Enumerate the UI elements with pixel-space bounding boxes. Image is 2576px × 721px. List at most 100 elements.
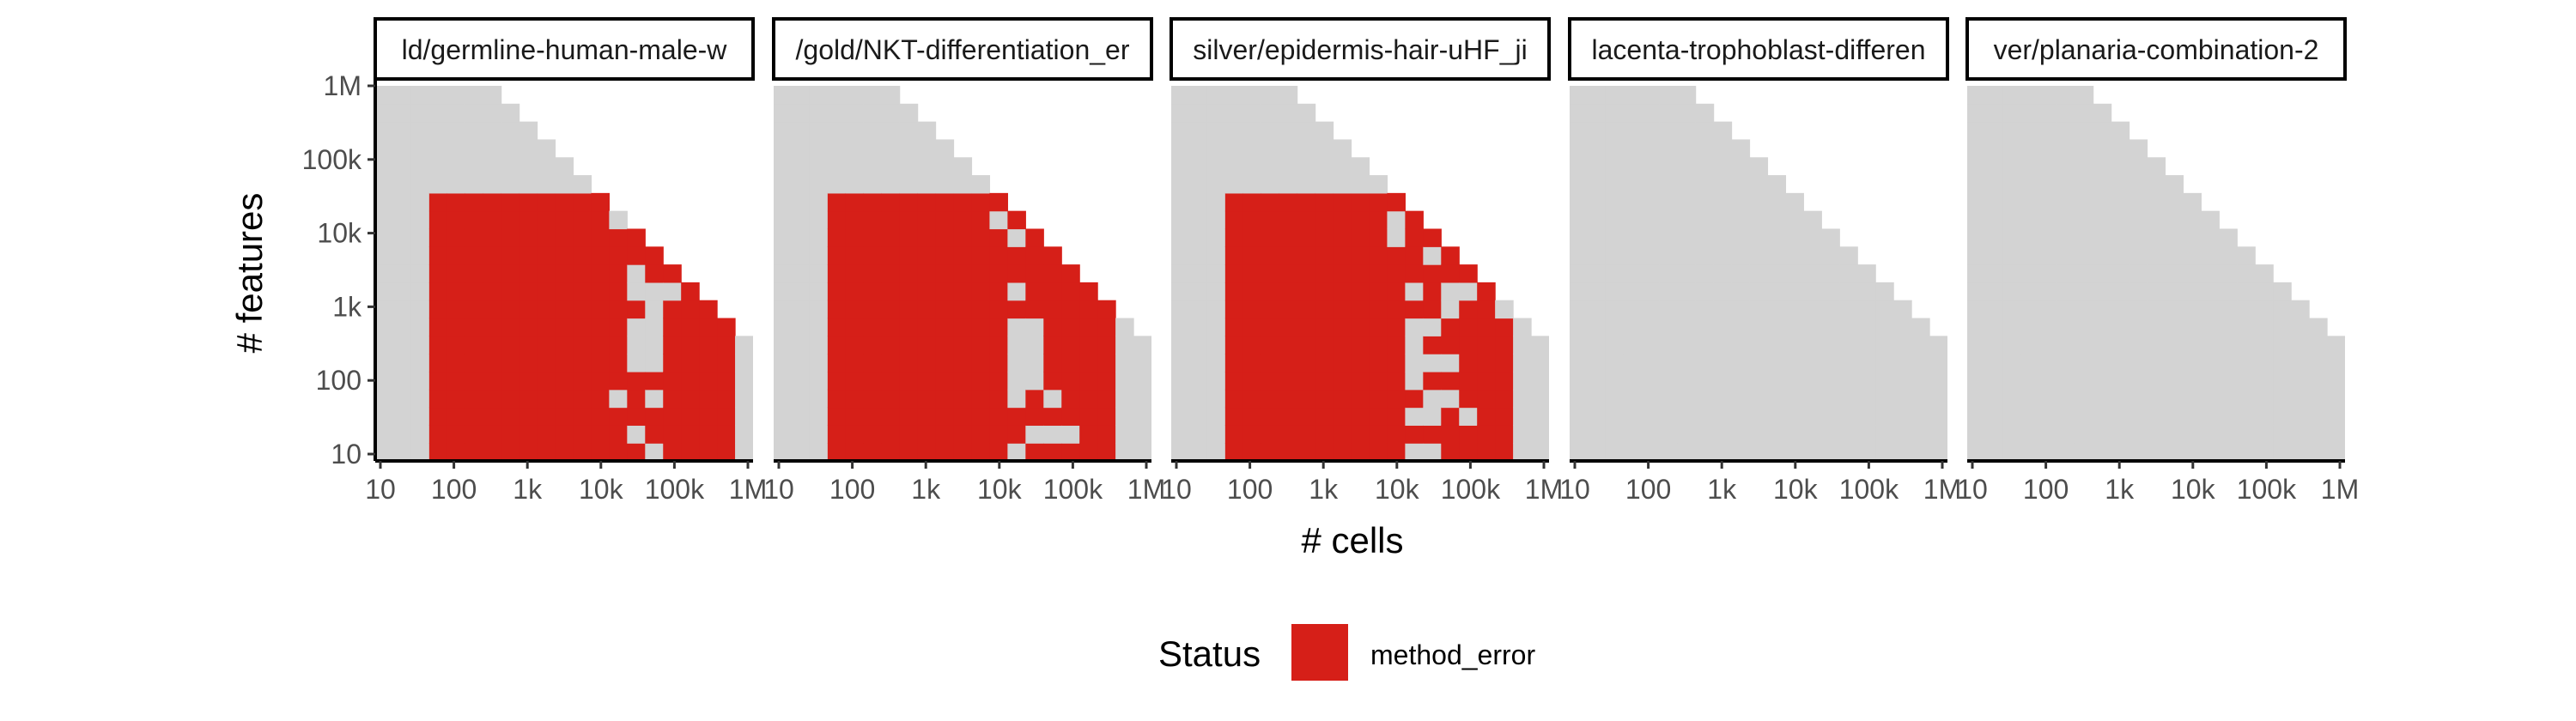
heatmap-cell-method-error: [881, 264, 901, 283]
heatmap-cell: [2002, 175, 2022, 194]
x-tick-label: 100: [829, 474, 875, 505]
heatmap-cell: [1785, 407, 1804, 426]
heatmap-cell: [1767, 443, 1787, 462]
heatmap-cell-method-error: [1025, 228, 1044, 247]
heatmap-cell-method-error: [1369, 407, 1388, 426]
heatmap-cell: [1857, 371, 1876, 391]
heatmap-cell: [2219, 318, 2238, 336]
heatmap-cell: [2237, 407, 2256, 426]
heatmap-cell: [2129, 443, 2148, 462]
heatmap-cell: [1641, 228, 1661, 247]
heatmap-cell: [2255, 264, 2274, 283]
heatmap-cell: [2147, 371, 2166, 391]
x-tick-label: 1M: [1923, 474, 1961, 505]
heatmap-cell: [375, 389, 394, 409]
heatmap-cell-method-error: [1369, 246, 1388, 265]
heatmap-cell: [1659, 336, 1679, 354]
heatmap-cell: [2002, 443, 2022, 462]
heatmap-cell: [1261, 121, 1280, 141]
heatmap-cell-method-error: [519, 300, 538, 319]
heatmap-cell-method-error: [1333, 336, 1352, 354]
heatmap-cell: [2255, 389, 2274, 409]
heatmap-cell-method-error: [627, 246, 646, 265]
heatmap-cell: [1605, 228, 1625, 247]
heatmap-cell: [1441, 389, 1460, 409]
heatmap-cell-method-error: [935, 264, 955, 283]
heatmap-cell-method-error: [1351, 354, 1370, 373]
heatmap-cell: [537, 139, 556, 158]
heatmap-cell: [2075, 282, 2094, 301]
heatmap-cell: [2255, 300, 2274, 319]
heatmap-cell-method-error: [1351, 371, 1370, 391]
heatmap-cell-method-error: [1315, 300, 1334, 319]
heatmap-cell: [573, 175, 592, 194]
heatmap-cell-method-error: [609, 354, 628, 373]
heatmap-cell: [645, 389, 664, 409]
heatmap-cell-method-error: [1315, 407, 1334, 426]
heatmap-cell: [1206, 139, 1226, 158]
heatmap-cell: [1587, 228, 1607, 247]
heatmap-cell: [2273, 336, 2292, 354]
heatmap-cell-method-error: [1297, 264, 1316, 283]
heatmap-cell: [1570, 246, 1589, 265]
heatmap-cell: [735, 407, 753, 426]
heatmap-cell: [392, 371, 412, 391]
heatmap-cell: [2165, 228, 2184, 247]
heatmap-cell-method-error: [465, 407, 484, 426]
heatmap-cell-method-error: [845, 282, 865, 301]
heatmap-cell-method-error: [989, 318, 1008, 336]
heatmap-cell: [2002, 139, 2022, 158]
heatmap-cell: [1171, 425, 1190, 444]
heatmap-cell: [1605, 354, 1625, 373]
heatmap-cell-method-error: [537, 282, 556, 301]
heatmap-cell: [774, 318, 793, 336]
heatmap-cell-method-error: [899, 354, 919, 373]
heatmap-cell: [410, 264, 430, 283]
heatmap-cell: [2038, 246, 2058, 265]
heatmap-cell: [1623, 264, 1643, 283]
heatmap-cell: [1188, 407, 1208, 426]
x-tick-label: 1k: [513, 474, 543, 505]
x-tick-label: 100k: [645, 474, 705, 505]
heatmap-cell: [410, 175, 430, 194]
heatmap-cell: [2291, 300, 2310, 319]
heatmap-cell: [1967, 371, 1986, 391]
heatmap-cell: [2020, 407, 2040, 426]
heatmap-cell: [863, 86, 883, 105]
heatmap-cell-method-error: [917, 282, 937, 301]
heatmap-cell: [2002, 300, 2022, 319]
heatmap-cell: [1767, 228, 1787, 247]
heatmap-cell: [1171, 318, 1190, 336]
heatmap-cell: [1188, 389, 1208, 409]
heatmap-cell: [1570, 354, 1589, 373]
heatmap-cell: [2219, 407, 2238, 426]
heatmap-cell: [1570, 228, 1589, 247]
heatmap-cell-method-error: [935, 246, 955, 265]
heatmap-cell-method-error: [1224, 389, 1244, 409]
heatmap-cell-method-error: [989, 300, 1008, 319]
heatmap-cell-method-error: [1315, 192, 1334, 212]
heatmap-cell: [2093, 175, 2112, 194]
heatmap-cell-method-error: [917, 407, 937, 426]
heatmap-cell-method-error: [845, 246, 865, 265]
heatmap-cell: [827, 86, 847, 105]
heatmap-cell: [809, 157, 829, 176]
heatmap-cell-method-error: [863, 443, 883, 462]
heatmap-cell: [1767, 192, 1787, 212]
heatmap-cell-method-error: [1097, 425, 1116, 444]
heatmap-cell-method-error: [953, 336, 973, 354]
heatmap-cell: [2165, 354, 2184, 373]
heatmap-cell: [2038, 318, 2058, 336]
heatmap-cell: [1893, 425, 1912, 444]
heatmap-cell: [1677, 318, 1697, 336]
heatmap-cell-method-error: [899, 443, 919, 462]
heatmap-cell-method-error: [501, 300, 520, 319]
heatmap-cell-method-error: [465, 443, 484, 462]
heatmap-cell-method-error: [537, 443, 556, 462]
heatmap-cell: [627, 318, 646, 336]
heatmap-cell: [1206, 192, 1226, 212]
heatmap-cell: [1821, 407, 1840, 426]
heatmap-cell-method-error: [971, 425, 991, 444]
heatmap-cell-method-error: [519, 407, 538, 426]
heatmap-cell: [2093, 282, 2112, 301]
